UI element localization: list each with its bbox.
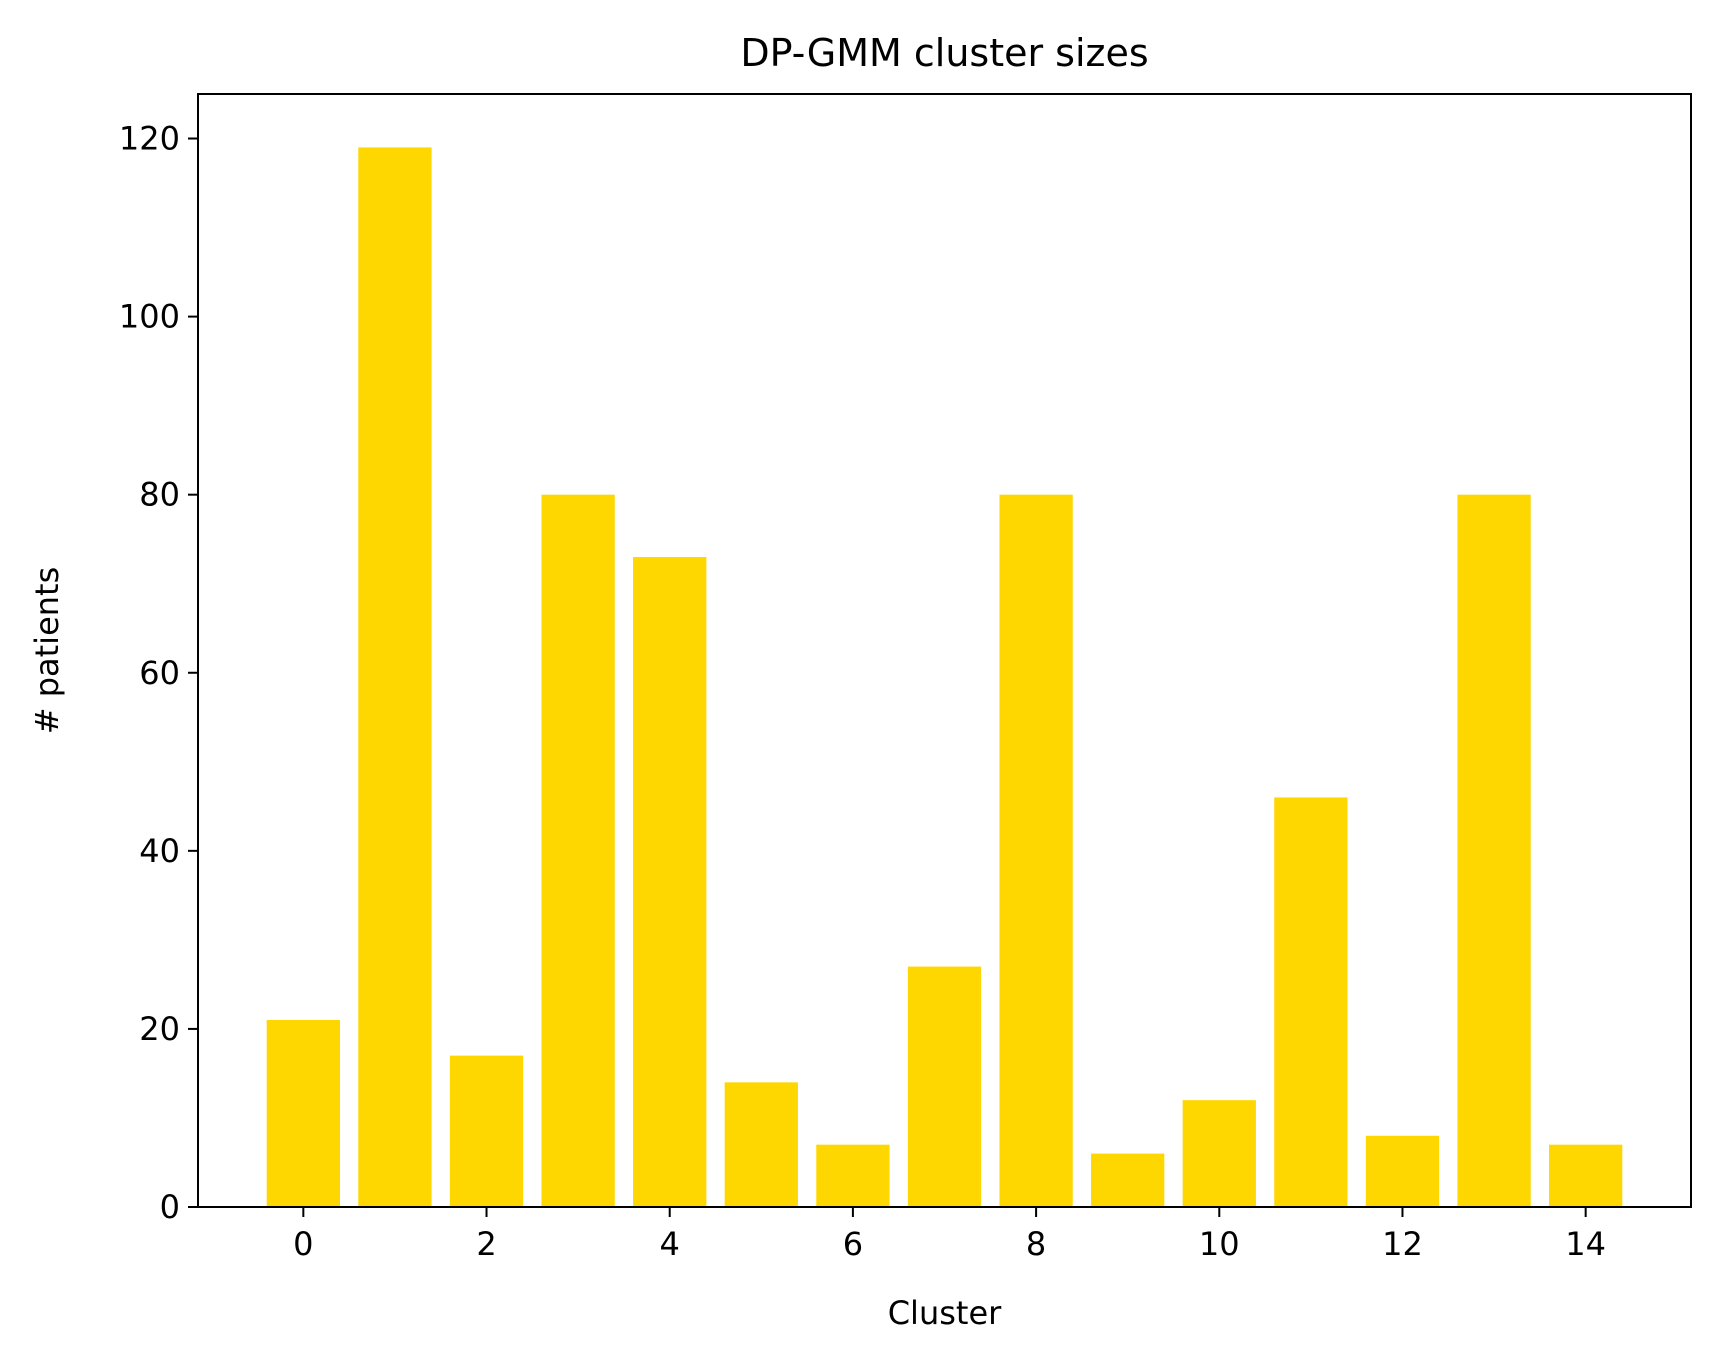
bar-cluster-9 [1091, 1153, 1165, 1207]
x-tick-label: 8 [1026, 1225, 1046, 1263]
bar-cluster-0 [266, 1020, 340, 1207]
y-tick-label: 20 [139, 1010, 180, 1048]
bar-cluster-8 [999, 494, 1073, 1207]
bar-cluster-6 [816, 1144, 890, 1207]
bars-group [266, 147, 1623, 1207]
x-tick-label: 10 [1199, 1225, 1240, 1263]
y-tick-label: 60 [139, 654, 180, 692]
chart-title: DP-GMM cluster sizes [740, 31, 1148, 75]
x-tick-label: 14 [1565, 1225, 1606, 1263]
y-axis: 0 20 40 60 80 100 120 [119, 120, 198, 1226]
y-tick-label: 80 [139, 476, 180, 514]
bar-cluster-13 [1457, 494, 1531, 1207]
bar-cluster-7 [907, 966, 982, 1207]
bar-cluster-2 [449, 1055, 524, 1207]
bar-cluster-14 [1549, 1144, 1623, 1207]
y-tick-label: 0 [160, 1188, 180, 1226]
x-tick-label: 0 [293, 1225, 313, 1263]
bar-cluster-11 [1274, 797, 1348, 1207]
x-tick-label: 6 [843, 1225, 863, 1263]
bar-cluster-1 [358, 147, 432, 1207]
y-tick-label: 100 [119, 298, 180, 336]
x-axis: 0 2 4 6 8 10 12 14 [293, 1207, 1606, 1263]
x-tick-label: 2 [476, 1225, 496, 1263]
plot-frame [197, 93, 1692, 1208]
bar-cluster-10 [1182, 1100, 1256, 1207]
y-axis-label: # patients [28, 567, 66, 735]
bar-cluster-4 [633, 557, 707, 1207]
x-tick-label: 12 [1382, 1225, 1423, 1263]
x-axis-label: Cluster [888, 1294, 1002, 1332]
x-tick-label: 4 [660, 1225, 680, 1263]
bar-cluster-5 [724, 1082, 798, 1207]
y-tick-label: 120 [119, 120, 180, 158]
y-tick-label: 40 [139, 832, 180, 870]
bar-cluster-12 [1365, 1135, 1440, 1207]
bar-cluster-3 [541, 494, 615, 1207]
